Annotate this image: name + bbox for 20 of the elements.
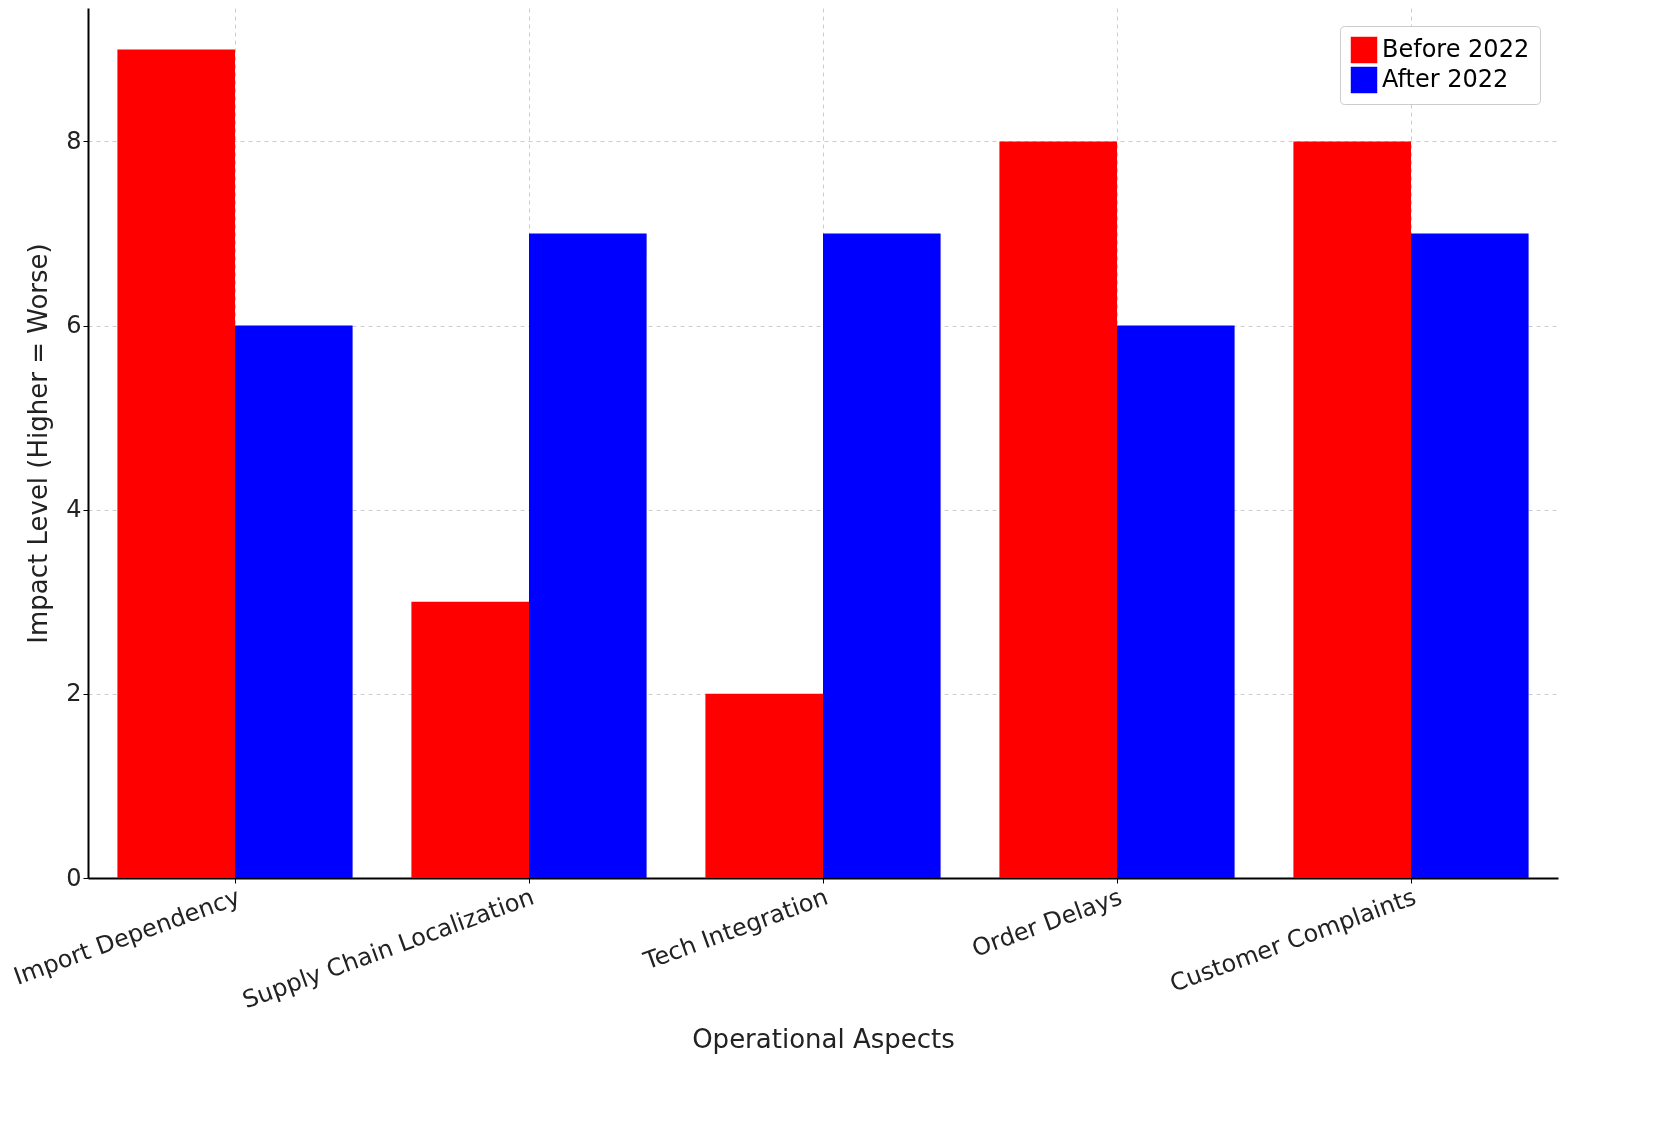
- bar: [117, 49, 235, 878]
- legend-label: After 2022: [1382, 65, 1509, 93]
- y-tick-label: 4: [66, 495, 82, 524]
- bar: [999, 141, 1117, 878]
- bar: [1293, 141, 1411, 878]
- x-tick-label: Order Delays: [968, 882, 1126, 963]
- bar: [1411, 233, 1529, 878]
- legend-label: Before 2022: [1382, 35, 1530, 63]
- bar: [411, 601, 529, 878]
- x-axis-title: Operational Aspects: [692, 1024, 955, 1055]
- y-tick-label: 8: [66, 126, 82, 155]
- y-tick-label: 2: [66, 679, 82, 708]
- y-tick-label: 0: [66, 863, 82, 892]
- y-axis-title: Impact Level (Higher = Worse): [23, 243, 54, 644]
- bar: [823, 233, 941, 878]
- bar: [235, 325, 353, 878]
- y-tick-label: 6: [66, 311, 82, 340]
- bar: [705, 693, 823, 878]
- bar: [529, 233, 647, 878]
- bar: [1117, 325, 1235, 878]
